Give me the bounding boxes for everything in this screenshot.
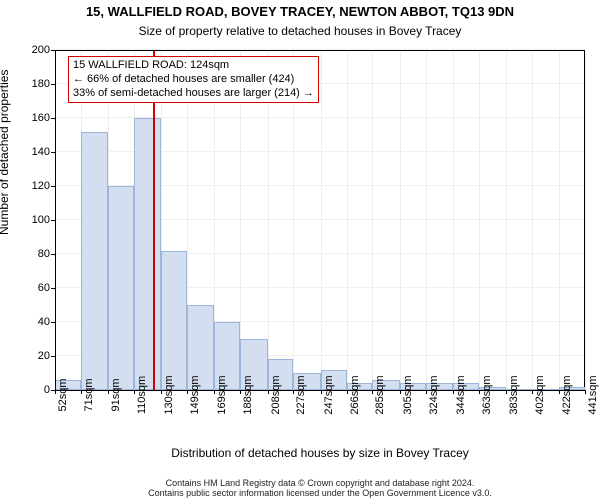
- y-tick-mark: [51, 288, 55, 289]
- histogram-bar: [108, 186, 134, 390]
- x-tick-label: 305sqm: [400, 375, 414, 414]
- annotation-line-3: 33% of semi-detached houses are larger (…: [73, 87, 314, 101]
- y-tick-label: 80: [10, 248, 50, 260]
- x-tick-label: 363sqm: [479, 375, 493, 414]
- figure: 15, WALLFIELD ROAD, BOVEY TRACEY, NEWTON…: [0, 0, 600, 500]
- gridline-v: [585, 51, 586, 390]
- x-tick-label: 52sqm: [55, 378, 69, 411]
- x-tick-label: 208sqm: [268, 375, 282, 414]
- x-tick-label: 324sqm: [426, 375, 440, 414]
- y-tick-mark: [51, 50, 55, 51]
- gridline-v: [479, 51, 480, 390]
- x-tick-label: 422sqm: [559, 375, 573, 414]
- x-tick-label: 402sqm: [532, 375, 546, 414]
- x-tick-label: 149sqm: [187, 375, 201, 414]
- annotation-line-2: ← 66% of detached houses are smaller (42…: [73, 73, 314, 87]
- x-tick-label: 71sqm: [81, 378, 95, 411]
- gridline-v: [372, 51, 373, 390]
- footer-line-1: Contains HM Land Registry data © Crown c…: [55, 478, 585, 488]
- x-tick-label: 130sqm: [161, 375, 175, 414]
- y-tick-mark: [51, 356, 55, 357]
- y-tick-label: 200: [10, 44, 50, 56]
- gridline-v: [321, 51, 322, 390]
- y-tick-mark: [51, 118, 55, 119]
- y-tick-label: 0: [10, 384, 50, 396]
- y-tick-mark: [51, 322, 55, 323]
- y-tick-mark: [51, 220, 55, 221]
- y-tick-label: 100: [10, 214, 50, 226]
- y-tick-label: 60: [10, 282, 50, 294]
- gridline-v: [559, 51, 560, 390]
- gridline-v: [453, 51, 454, 390]
- y-axis-line: [55, 50, 56, 390]
- y-tick-mark: [51, 84, 55, 85]
- x-tick-label: 169sqm: [214, 375, 228, 414]
- y-tick-label: 40: [10, 316, 50, 328]
- x-tick-label: 91sqm: [108, 378, 122, 411]
- x-tick-label: 344sqm: [453, 375, 467, 414]
- x-tick-label: 247sqm: [321, 375, 335, 414]
- footer: Contains HM Land Registry data © Crown c…: [55, 478, 585, 498]
- y-tick-label: 160: [10, 112, 50, 124]
- footer-line-2: Contains public sector information licen…: [55, 488, 585, 498]
- y-tick-label: 20: [10, 350, 50, 362]
- chart-title: Size of property relative to detached ho…: [0, 24, 600, 38]
- x-tick-label: 266sqm: [347, 375, 361, 414]
- y-tick-mark: [51, 186, 55, 187]
- gridline-h: [55, 49, 584, 50]
- histogram-bar: [161, 251, 187, 390]
- x-tick-label: 188sqm: [240, 375, 254, 414]
- x-axis-label: Distribution of detached houses by size …: [55, 446, 585, 460]
- gridline-v: [532, 51, 533, 390]
- gridline-v: [426, 51, 427, 390]
- x-tick-label: 441sqm: [585, 375, 599, 414]
- x-tick-label: 285sqm: [372, 375, 386, 414]
- histogram-bar: [81, 132, 108, 390]
- gridline-v: [400, 51, 401, 390]
- annotation-line-1: 15 WALLFIELD ROAD: 124sqm: [73, 59, 314, 73]
- y-tick-mark: [51, 152, 55, 153]
- super-title: 15, WALLFIELD ROAD, BOVEY TRACEY, NEWTON…: [0, 4, 600, 19]
- annotation-box: 15 WALLFIELD ROAD: 124sqm ← 66% of detac…: [68, 56, 319, 103]
- y-tick-label: 120: [10, 180, 50, 192]
- gridline-v: [347, 51, 348, 390]
- y-tick-mark: [51, 254, 55, 255]
- x-tick-label: 227sqm: [293, 375, 307, 414]
- histogram-bar: [134, 118, 161, 390]
- x-tick-label: 110sqm: [134, 376, 148, 414]
- gridline-v: [506, 51, 507, 390]
- y-tick-label: 180: [10, 78, 50, 90]
- x-tick-label: 383sqm: [506, 375, 520, 414]
- y-tick-label: 140: [10, 146, 50, 158]
